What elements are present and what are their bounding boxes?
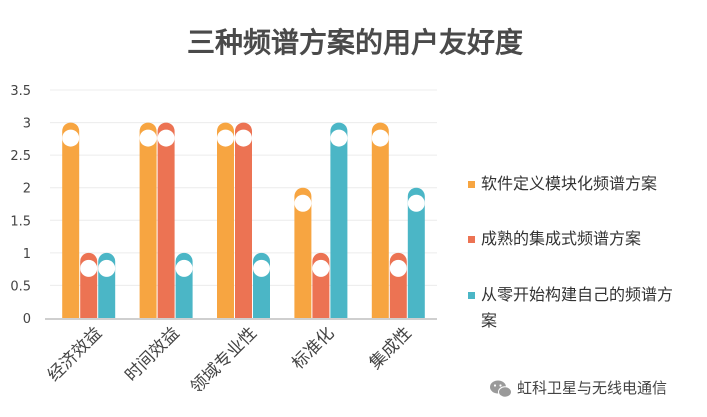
y-tick-label: 1: [23, 247, 31, 262]
category-label: 标准化: [288, 323, 338, 373]
bar: [294, 187, 312, 318]
watermark-text: 虹科卫星与无线电通信: [517, 379, 667, 397]
bar-marker: [371, 129, 389, 147]
y-tick-label: 0: [23, 312, 31, 327]
category-label: 集成性: [366, 323, 416, 373]
bars: [45, 122, 437, 320]
legend-label: 成熟的集成式频谱方案: [481, 229, 641, 248]
category-label: 经济效益: [44, 323, 106, 385]
bar-marker: [407, 194, 425, 212]
bar-marker: [98, 259, 116, 277]
bar-marker: [294, 194, 312, 212]
bar-marker: [157, 129, 175, 147]
legend-swatch: [468, 292, 475, 299]
chart-title: 三种频谱方案的用户友好度: [187, 26, 523, 59]
bar: [157, 122, 175, 318]
bar: [330, 122, 348, 318]
bar-marker: [389, 259, 407, 277]
category-label: 时间效益: [121, 323, 183, 385]
y-axis: 0 0.5 1 1.5 2 2.5 3 3.5: [10, 84, 31, 327]
legend-swatch: [468, 181, 475, 188]
legend-swatch: [468, 236, 475, 243]
bar: [217, 122, 234, 318]
y-tick-label: 2.5: [10, 149, 31, 164]
y-tick-label: 0.5: [10, 279, 31, 294]
bar: [62, 122, 80, 318]
x-axis: 经济效益 时间效益 领域专业性 标准化 集成性: [44, 323, 416, 397]
watermark: 虹科卫星与无线电通信: [490, 379, 667, 398]
y-tick-label: 2: [23, 182, 31, 197]
bar-marker: [62, 129, 80, 147]
bar-marker: [80, 259, 98, 277]
bar-marker: [312, 259, 330, 277]
y-tick-label: 3.5: [10, 84, 31, 99]
y-tick-label: 1.5: [10, 214, 31, 229]
bar-marker: [253, 259, 270, 277]
bar: [235, 122, 252, 318]
legend-label: 案: [481, 311, 497, 330]
y-tick-label: 3: [23, 117, 31, 132]
bar-marker: [217, 129, 234, 147]
category-label: 领域专业性: [187, 323, 261, 397]
bar: [371, 122, 389, 318]
legend-label: 软件定义模块化频谱方案: [481, 174, 657, 193]
wechat-icon: [490, 380, 512, 398]
bar-marker: [139, 129, 157, 147]
bar-marker: [175, 259, 193, 277]
bar: [139, 122, 157, 318]
legend-label: 从零开始构建自己的频谱方: [481, 285, 673, 304]
bar: [407, 187, 425, 318]
bar-marker: [235, 129, 252, 147]
bar-marker: [330, 129, 348, 147]
